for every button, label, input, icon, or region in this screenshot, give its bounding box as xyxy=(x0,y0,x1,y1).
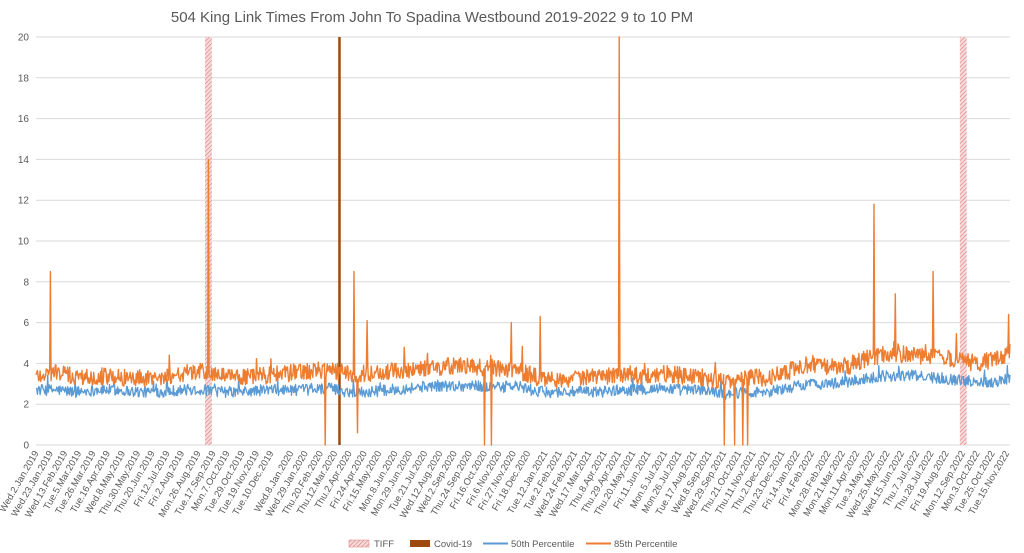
y-tick-label: 0 xyxy=(23,441,29,452)
legend-label-covid: Covid-19 xyxy=(434,539,472,550)
x-axis-ticks: Wed.2.Jan.2019Wed.23.Jan.2019Wed.13.Feb.… xyxy=(0,449,1012,521)
y-tick-label: 20 xyxy=(18,33,30,44)
covid-band xyxy=(338,37,341,445)
legend-label-50th: 50th Percentile xyxy=(511,539,574,550)
legend-label-tiff: TIFF xyxy=(374,539,394,550)
tiff-band xyxy=(959,37,967,445)
legend-swatch-tiff xyxy=(348,539,370,548)
legend-item-85th: 85th Percentile xyxy=(586,539,677,550)
y-tick-label: 6 xyxy=(23,318,29,329)
y-tick-label: 2 xyxy=(23,400,29,411)
legend: TIFF Covid-19 50th Percentile 85th Perce… xyxy=(348,539,677,550)
legend-label-85th: 85th Percentile xyxy=(614,539,677,550)
y-tick-label: 16 xyxy=(18,114,30,125)
y-tick-label: 8 xyxy=(23,277,29,288)
gridlines xyxy=(36,36,1010,446)
series-85th-percentile-line xyxy=(35,36,1011,446)
y-tick-label: 18 xyxy=(18,73,30,84)
legend-item-tiff: TIFF xyxy=(348,539,394,550)
chart-title: 504 King Link Times From John To Spadina… xyxy=(171,9,693,26)
y-axis-ticks: 0 2 4 6 8 10 12 14 16 18 20 xyxy=(18,33,30,452)
y-tick-label: 14 xyxy=(18,155,30,166)
legend-item-50th: 50th Percentile xyxy=(483,539,574,550)
legend-item-covid: Covid-19 xyxy=(410,539,472,550)
series-50th-percentile-line xyxy=(35,364,1011,400)
legend-swatch-covid xyxy=(410,540,430,547)
y-tick-label: 12 xyxy=(18,196,30,207)
y-tick-label: 10 xyxy=(18,237,30,248)
y-tick-label: 4 xyxy=(23,359,29,370)
series-lines xyxy=(35,36,1011,446)
